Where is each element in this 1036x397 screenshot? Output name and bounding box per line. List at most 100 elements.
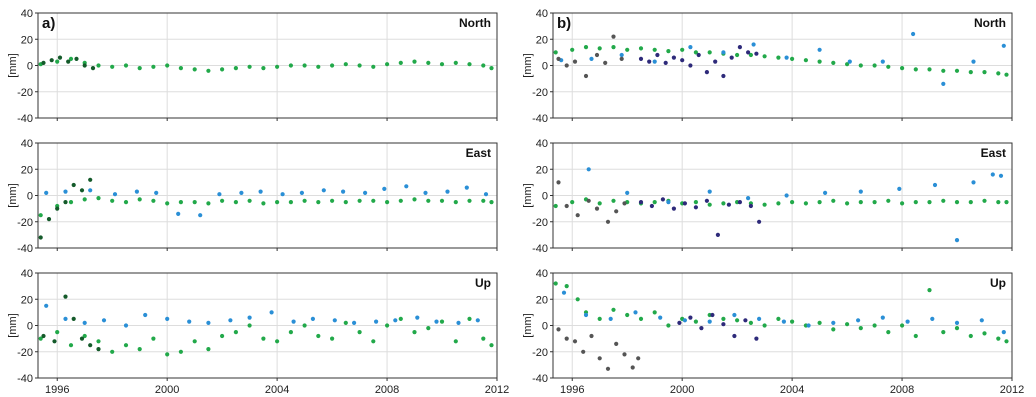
data-point-dark_green — [90, 66, 96, 71]
data-point-blue — [143, 312, 148, 318]
data-point-green — [275, 64, 280, 69]
x-tick-label: 2012 — [485, 384, 509, 396]
data-point-green — [611, 307, 616, 312]
data-point-green — [680, 47, 685, 52]
data-point-blue — [321, 188, 326, 193]
data-point-navy — [757, 219, 762, 224]
data-point-blue — [310, 316, 315, 321]
data-point-blue — [82, 320, 87, 325]
y-tick-label: 0 — [542, 61, 548, 73]
data-point-green — [343, 200, 348, 205]
panel-letter: b) — [557, 15, 571, 32]
data-point-green — [886, 64, 891, 69]
data-point-green — [357, 198, 362, 203]
data-point-green — [206, 347, 211, 352]
data-point-green — [790, 319, 795, 324]
data-point-blue — [404, 184, 409, 189]
data-point-navy — [737, 200, 743, 205]
data-point-blue — [971, 180, 976, 185]
data-point-blue — [666, 200, 671, 205]
data-point-navy — [743, 318, 748, 323]
data-point-blue — [806, 323, 811, 328]
data-point-gray — [614, 341, 619, 346]
data-point-green — [575, 297, 580, 302]
data-point-green — [412, 330, 417, 335]
data-point-green — [439, 319, 445, 324]
data-point-blue — [393, 318, 398, 323]
data-point-dark_green — [74, 56, 79, 62]
data-point-blue — [483, 192, 489, 197]
data-point-green — [453, 60, 458, 65]
data-point-navy — [715, 232, 721, 237]
data-point-blue — [445, 189, 450, 194]
data-point-green — [831, 60, 836, 65]
data-point-navy — [704, 198, 710, 203]
data-point-green — [261, 66, 266, 71]
data-point-green — [1004, 339, 1009, 344]
data-point-green — [927, 200, 932, 205]
data-point-green — [178, 66, 183, 71]
panel-title: North — [459, 16, 491, 30]
data-point-gray — [564, 203, 569, 209]
data-point-blue — [63, 189, 68, 194]
data-point-green — [371, 198, 376, 203]
data-point-green — [178, 200, 183, 205]
data-point-green — [371, 64, 376, 69]
data-point-blue — [732, 312, 737, 318]
data-point-blue — [332, 318, 337, 323]
data-point-green — [412, 59, 417, 64]
data-point-green — [652, 47, 657, 52]
data-point-navy — [699, 326, 704, 331]
data-point-green — [467, 198, 472, 203]
data-point-green — [638, 46, 644, 51]
y-tick-label: 40 — [536, 268, 548, 280]
data-point-green — [872, 200, 877, 205]
x-tick-label: 2004 — [265, 384, 289, 396]
panel-5: -40 -20 0 20 40 [mm] East — [522, 138, 1013, 255]
data-point-green — [275, 339, 280, 344]
data-point-blue — [374, 319, 379, 324]
data-point-green — [68, 56, 74, 62]
data-point-green — [762, 202, 767, 207]
data-point-blue — [880, 315, 885, 320]
data-point-blue — [63, 316, 68, 321]
data-point-gray — [622, 352, 627, 357]
data-point-green — [481, 336, 486, 341]
data-point-green — [996, 200, 1001, 205]
data-point-green — [288, 63, 293, 68]
data-point-blue — [707, 189, 712, 194]
data-point-green — [110, 349, 115, 354]
data-point-dark_green — [88, 177, 93, 182]
y-axis-label: [mm] — [7, 313, 19, 337]
data-point-blue — [341, 189, 346, 194]
panel-1: -40 -20 0 20 40 [mm] North a) — [7, 8, 498, 125]
data-point-navy — [732, 333, 737, 339]
data-point-blue — [44, 303, 49, 308]
data-point-blue — [88, 188, 93, 193]
data-point-green — [652, 310, 657, 315]
data-point-blue — [586, 167, 591, 172]
data-point-blue — [880, 59, 885, 64]
data-point-blue — [258, 189, 263, 194]
data-point-navy — [688, 315, 693, 320]
data-point-dark_green — [79, 188, 85, 193]
data-point-green — [489, 200, 494, 205]
data-point-green — [776, 316, 781, 321]
data-point-green — [302, 323, 307, 328]
data-point-green — [385, 200, 390, 205]
data-point-green — [489, 66, 494, 71]
data-point-gray — [605, 219, 611, 224]
data-point-blue — [633, 310, 638, 315]
data-point-blue — [589, 56, 594, 62]
data-point-blue — [856, 318, 861, 323]
x-tick-label: 2004 — [780, 384, 804, 396]
data-point-green — [968, 70, 973, 75]
data-point-green — [982, 70, 987, 75]
data-point-green — [192, 339, 197, 344]
data-point-navy — [754, 336, 759, 341]
data-point-green — [845, 62, 850, 67]
data-point-green — [82, 333, 87, 339]
data-point-dark_green — [38, 235, 43, 240]
data-point-dark_green — [79, 336, 85, 341]
data-point-green — [110, 64, 115, 69]
